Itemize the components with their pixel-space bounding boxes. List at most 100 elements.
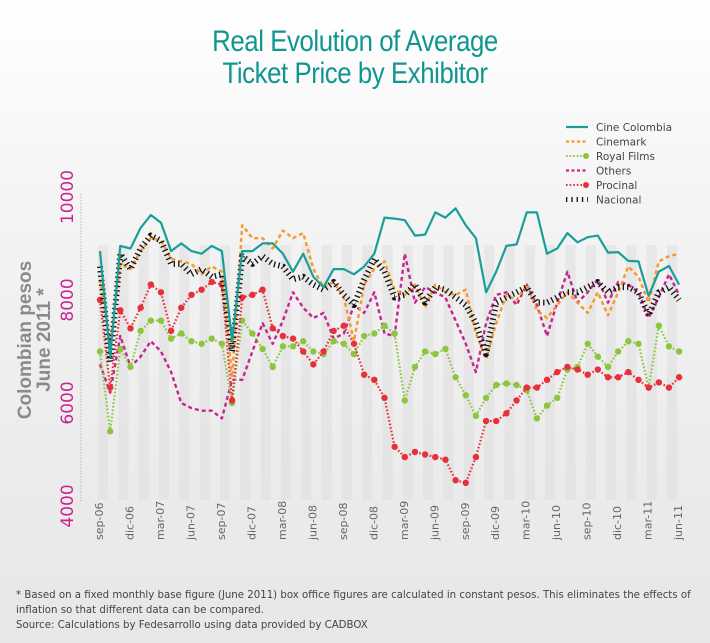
- x-tick-label: mar-10: [520, 501, 533, 540]
- data-point: [442, 345, 449, 353]
- chart-title-line-1: Real Evolution of Average: [212, 25, 498, 58]
- series-line: [98, 224, 680, 379]
- data-point: [665, 343, 673, 350]
- series-line: [98, 252, 681, 420]
- data-point: [503, 380, 510, 387]
- x-tick-label: sep-07: [215, 503, 228, 540]
- data-point: [228, 397, 236, 404]
- chart-title: Real Evolution of Average Ticket Price b…: [50, 26, 661, 90]
- x-tick-label: dic-10: [611, 506, 624, 540]
- data-point: [300, 348, 307, 355]
- background-stripe: [524, 245, 535, 500]
- legend-item: Royal Films: [566, 151, 655, 163]
- data-point: [482, 417, 490, 425]
- data-point: [655, 322, 662, 329]
- data-point: [645, 384, 652, 391]
- data-point: [178, 304, 185, 311]
- x-tick-label: mar-08: [276, 501, 289, 540]
- background-stripe: [423, 245, 434, 500]
- y-axis-title-line: June 2011 *: [34, 288, 55, 392]
- data-point: [208, 278, 215, 286]
- data-point: [310, 348, 317, 355]
- data-point: [198, 286, 205, 293]
- data-point: [330, 338, 337, 345]
- legend-item: Nacional: [566, 195, 641, 207]
- y-axis-title-line: Colombian pesos: [15, 261, 36, 419]
- data-point: [127, 363, 134, 371]
- data-point: [106, 428, 114, 435]
- data-point: [472, 453, 480, 461]
- data-point: [452, 477, 459, 484]
- data-point: [675, 374, 683, 381]
- data-point: [157, 289, 165, 296]
- data-point: [523, 384, 530, 391]
- footnote-line-2: inflation so that different data can be …: [16, 605, 265, 616]
- data-point: [269, 325, 276, 332]
- background-stripe: [280, 245, 292, 500]
- background-stripe: [666, 245, 678, 500]
- data-point: [665, 384, 673, 391]
- data-point: [289, 343, 297, 350]
- data-point: [371, 376, 378, 384]
- data-point: [249, 330, 256, 337]
- legend-label: Royal Films: [596, 151, 655, 163]
- background-stripe: [138, 245, 149, 500]
- background-stripe: [484, 245, 495, 500]
- legend-label: Cinemark: [596, 137, 647, 149]
- background-stripes: [98, 245, 678, 500]
- data-point: [117, 345, 124, 353]
- series-line: [97, 232, 682, 365]
- data-point: [493, 417, 500, 425]
- data-point: [106, 384, 114, 391]
- series-procinal: [96, 278, 683, 487]
- data-point: [269, 363, 276, 371]
- x-tick-label: jun-08: [306, 505, 319, 541]
- series-cinemark: [98, 224, 680, 379]
- legend-item: Others: [566, 166, 631, 178]
- background-stripe: [382, 245, 393, 500]
- data-point: [533, 415, 541, 422]
- data-point: [432, 350, 439, 358]
- data-point: [432, 453, 439, 461]
- data-point: [391, 443, 398, 450]
- background-stripe: [118, 245, 129, 500]
- data-point: [594, 353, 602, 360]
- background-stripe: [402, 245, 413, 500]
- x-tick-label: sep-10: [581, 503, 594, 540]
- x-tick-label: sep-06: [93, 503, 106, 540]
- x-tick-label: dic-07: [245, 506, 258, 540]
- footnote-line-1: * Based on a fixed monthly base figure (…: [16, 590, 691, 601]
- legend-marker: [583, 182, 589, 188]
- data-point: [137, 327, 144, 335]
- background-stripe: [301, 245, 312, 500]
- data-point: [442, 456, 449, 463]
- background-stripe: [504, 245, 515, 500]
- data-point: [513, 397, 520, 404]
- background-stripe: [260, 245, 271, 500]
- data-point: [157, 317, 165, 324]
- data-point: [340, 340, 348, 347]
- data-point: [533, 384, 541, 391]
- x-tick-label: sep-09: [459, 503, 472, 540]
- source-note: Source: Calculations by Fedesarrollo usi…: [16, 620, 368, 631]
- data-point: [421, 451, 429, 458]
- background-stripe: [179, 245, 190, 500]
- data-point: [625, 338, 632, 345]
- data-point: [503, 410, 510, 417]
- data-point: [391, 330, 398, 337]
- data-point: [594, 366, 602, 373]
- data-point: [188, 338, 195, 345]
- footnote: * Based on a fixed monthly base figure (…: [16, 588, 706, 633]
- data-point: [574, 366, 581, 373]
- legend: Cine Colombia Cinemark Royal Films Others Pr…: [566, 122, 672, 207]
- data-point: [411, 363, 419, 371]
- series-line: [98, 280, 680, 484]
- data-point: [493, 381, 500, 389]
- data-point: [239, 294, 246, 301]
- data-point: [167, 335, 175, 342]
- data-point: [259, 286, 266, 293]
- x-tick-label: dic-08: [367, 506, 380, 540]
- y-tick-labels: 4000 6000 8000 10000: [58, 170, 78, 528]
- data-point: [584, 340, 591, 347]
